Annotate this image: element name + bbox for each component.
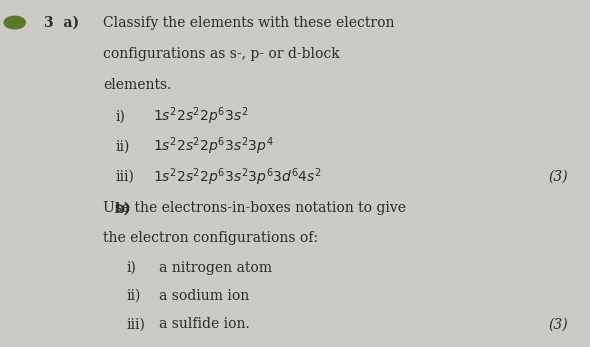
Text: i): i) xyxy=(127,261,137,275)
Circle shape xyxy=(4,16,25,29)
Text: $1s^22s^22p^63s^23p^4$: $1s^22s^22p^63s^23p^4$ xyxy=(153,136,274,157)
Text: b): b) xyxy=(115,201,132,215)
Text: (3): (3) xyxy=(549,170,568,184)
Text: (3): (3) xyxy=(549,318,568,331)
Text: Use the electrons-in-boxes notation to give: Use the electrons-in-boxes notation to g… xyxy=(103,201,407,215)
Text: $1s^22s^22p^63s^2$: $1s^22s^22p^63s^2$ xyxy=(153,105,249,127)
Text: ii): ii) xyxy=(115,139,129,153)
Text: $1s^22s^22p^63s^23p^63d^64s^2$: $1s^22s^22p^63s^23p^63d^64s^2$ xyxy=(153,166,322,188)
Text: a sulfide ion.: a sulfide ion. xyxy=(159,318,250,331)
Text: a nitrogen atom: a nitrogen atom xyxy=(159,261,273,275)
Text: iii): iii) xyxy=(115,170,134,184)
Text: elements.: elements. xyxy=(103,78,172,92)
Text: i): i) xyxy=(115,109,125,123)
Text: configurations as s-, p- or d-block: configurations as s-, p- or d-block xyxy=(103,47,340,61)
Text: ii): ii) xyxy=(127,289,141,303)
Text: Classify the elements with these electron: Classify the elements with these electro… xyxy=(103,16,395,29)
Text: the electron configurations of:: the electron configurations of: xyxy=(103,231,318,245)
Text: 3  a): 3 a) xyxy=(44,16,80,29)
Text: a sodium ion: a sodium ion xyxy=(159,289,250,303)
Text: iii): iii) xyxy=(127,318,146,331)
